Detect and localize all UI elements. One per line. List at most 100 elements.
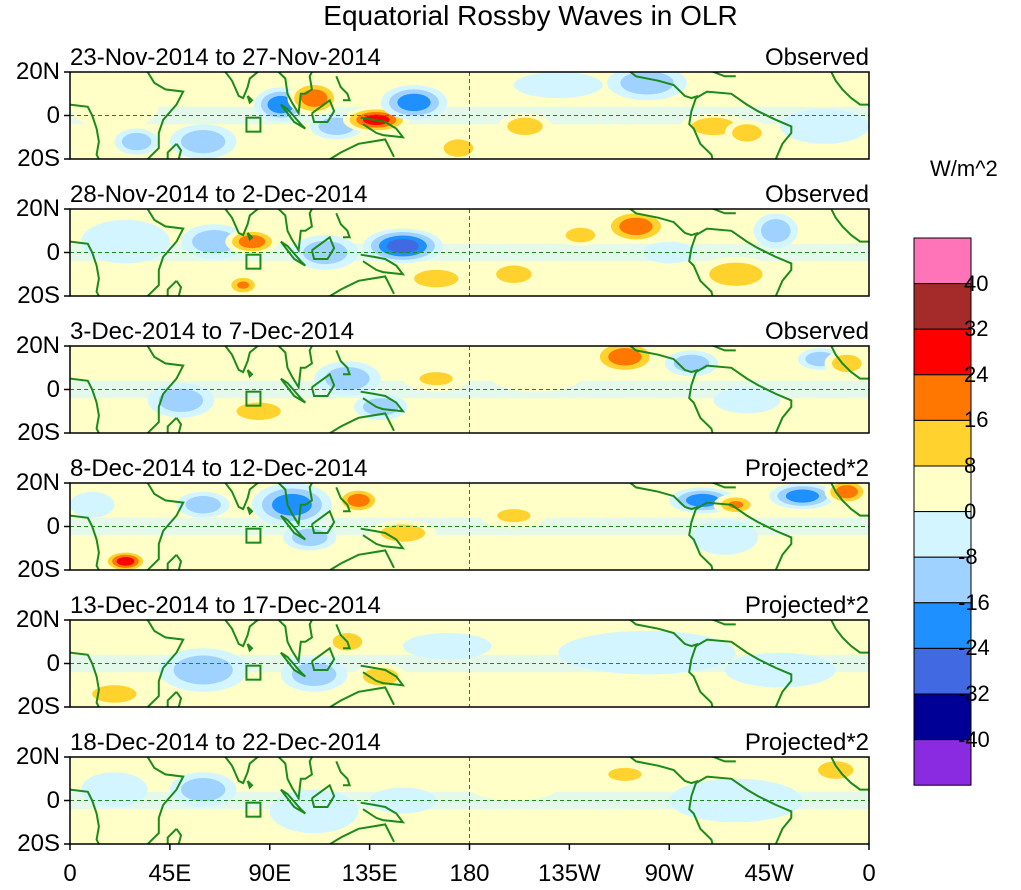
- lat-label: 0: [46, 375, 60, 403]
- coastline: [628, 346, 699, 374]
- coastline: [830, 757, 869, 791]
- coastline: [830, 483, 869, 517]
- olr-anomaly: [505, 269, 523, 279]
- lat-label: 20N: [15, 195, 60, 222]
- coastline: [360, 664, 406, 687]
- olr-anomaly: [307, 93, 321, 103]
- coastline: [709, 72, 736, 78]
- olr-anomaly: [839, 359, 855, 368]
- colorbar-label: 32: [964, 316, 989, 342]
- coastline: [280, 651, 306, 678]
- coastline: [335, 624, 351, 650]
- coastline: [310, 98, 336, 123]
- coastline: [360, 390, 406, 413]
- olr-anomaly: [722, 268, 750, 281]
- lat-label: 20S: [17, 145, 60, 172]
- olr-anomaly: [97, 352, 132, 366]
- olr-anomaly: [730, 393, 764, 407]
- coastline: [328, 138, 395, 159]
- map-panel: [64, 619, 870, 708]
- coastline: [70, 788, 100, 844]
- coastline: [145, 72, 185, 159]
- colorbar-swatch: [913, 602, 972, 649]
- lat-label: 0: [46, 238, 60, 266]
- coastline: [280, 103, 306, 130]
- coastline: [280, 377, 306, 404]
- coastline: [709, 483, 736, 489]
- coastline: [224, 757, 260, 785]
- lon-label: 0: [862, 860, 876, 887]
- colorbar-swatch: [913, 374, 972, 421]
- coastline: [335, 75, 351, 102]
- coastline: [246, 232, 254, 242]
- map-panel: [64, 71, 870, 160]
- figure-title: Equatorial Rossby Waves in OLR: [323, 0, 738, 31]
- coastline: [224, 209, 260, 237]
- coastline: [70, 377, 100, 433]
- coastline: [628, 72, 699, 100]
- coastline: [224, 346, 260, 374]
- olr-anomaly: [103, 230, 148, 253]
- panel-status: Projected*2: [744, 455, 869, 482]
- panel-date-range: 28-Nov-2014 to 2-Dec-2014: [70, 181, 368, 208]
- olr-anomaly: [491, 780, 537, 794]
- map-panel: [64, 208, 870, 297]
- olr-anomaly: [247, 406, 270, 416]
- panel-date-range: 8-Dec-2014 to 12-Dec-2014: [70, 455, 368, 482]
- lat-label: 20S: [17, 693, 60, 720]
- olr-anomaly: [327, 122, 346, 131]
- olr-anomaly: [194, 500, 213, 510]
- olr-anomaly: [516, 122, 534, 131]
- olr-anomaly: [702, 122, 725, 131]
- olr-anomaly: [352, 497, 365, 504]
- coastline: [310, 646, 336, 671]
- coastline: [830, 620, 869, 654]
- colorbar-swatch: [913, 237, 972, 285]
- olr-anomaly: [394, 242, 411, 250]
- coastline: [277, 72, 314, 117]
- coastline: [360, 801, 406, 824]
- panel-status: Observed: [764, 181, 869, 208]
- olr-anomaly: [841, 488, 853, 495]
- olr-anomaly: [291, 800, 337, 823]
- reference-box: [245, 527, 262, 544]
- coastline: [310, 235, 336, 260]
- olr-anomaly: [129, 137, 144, 146]
- coastline: [246, 643, 254, 653]
- coastline: [166, 143, 183, 159]
- coastline: [166, 554, 183, 570]
- lat-label: 20N: [15, 743, 60, 770]
- olr-anomaly: [281, 499, 302, 511]
- colorbar-swatch: [913, 328, 972, 376]
- coastline: [328, 412, 395, 433]
- lat-label: 20N: [15, 469, 60, 496]
- lon-label: 90W: [644, 860, 694, 887]
- coastline: [335, 350, 351, 376]
- reference-box: [245, 253, 262, 270]
- panel-date-range: 3-Dec-2014 to 7-Dec-2014: [70, 318, 355, 345]
- olr-anomaly: [336, 372, 359, 385]
- colorbar-label: 40: [964, 270, 989, 296]
- coastlines: [70, 346, 869, 433]
- coastline: [830, 209, 869, 243]
- colorbar-swatch: [913, 465, 972, 513]
- colorbar-label: -32: [958, 681, 990, 706]
- coastline: [277, 346, 314, 391]
- coastline: [328, 275, 395, 296]
- olr-anomaly: [81, 498, 104, 512]
- map-panel: [64, 482, 870, 571]
- coastline: [224, 620, 260, 648]
- coastline: [166, 417, 183, 433]
- coastline: [688, 782, 714, 844]
- coastline: [628, 483, 699, 511]
- coastline: [145, 620, 185, 707]
- olr-anomaly: [728, 501, 744, 509]
- coastline: [688, 371, 714, 433]
- coastline: [166, 828, 183, 844]
- olr-anomaly: [169, 394, 193, 407]
- colorbar-label: 24: [964, 361, 989, 387]
- coastline: [628, 209, 699, 237]
- olr-anomaly: [121, 559, 130, 564]
- coastlines: [70, 620, 869, 707]
- olr-anomaly: [92, 91, 137, 118]
